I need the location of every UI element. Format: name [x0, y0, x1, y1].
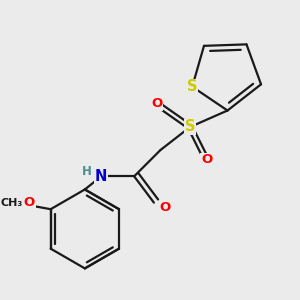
- Text: O: O: [160, 201, 171, 214]
- Text: S: S: [187, 79, 197, 94]
- Text: S: S: [185, 119, 195, 134]
- Text: O: O: [152, 98, 163, 110]
- Text: N: N: [95, 169, 107, 184]
- Text: H: H: [82, 165, 92, 178]
- Text: CH₃: CH₃: [0, 198, 22, 208]
- Text: O: O: [201, 153, 212, 167]
- Text: O: O: [24, 196, 35, 209]
